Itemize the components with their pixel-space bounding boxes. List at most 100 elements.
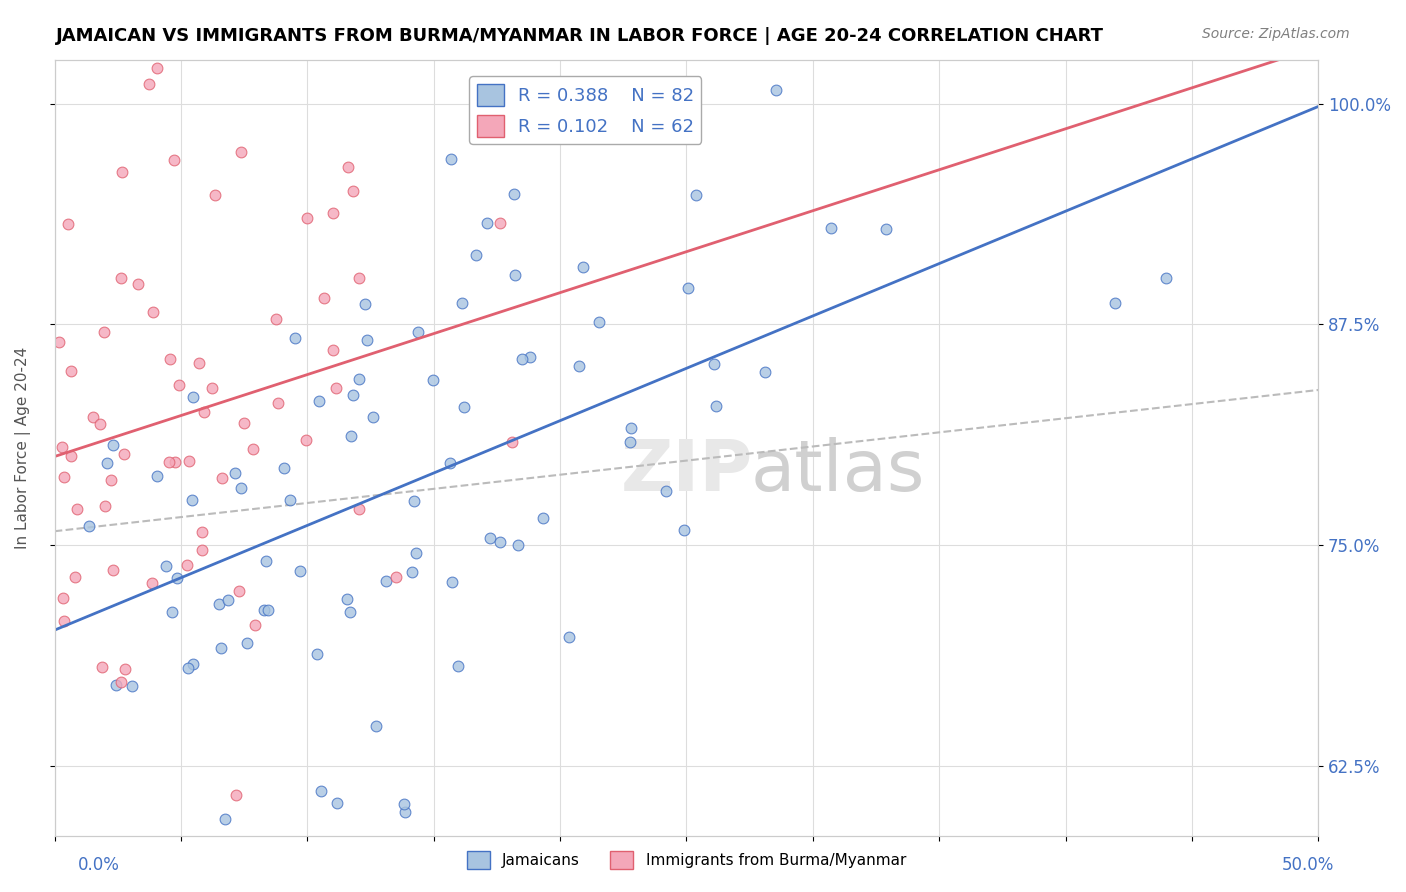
Point [267, 396, 290, 410]
Point [676, 281, 699, 295]
Point [191, 543, 214, 558]
Point [155, 559, 177, 574]
Point [408, 325, 430, 339]
Point [875, 222, 897, 236]
Point [475, 216, 498, 230]
Point [392, 797, 415, 812]
Point [374, 574, 396, 588]
Y-axis label: In Labor Force | Age 20-24: In Labor Force | Age 20-24 [15, 347, 31, 549]
Point [384, 570, 406, 584]
Point [401, 565, 423, 579]
Point [167, 377, 190, 392]
Point [347, 372, 370, 386]
Point [1156, 270, 1178, 285]
Point [201, 381, 224, 395]
Point [453, 400, 475, 414]
Point [209, 641, 232, 656]
Point [501, 435, 523, 450]
Point [336, 591, 359, 606]
Point [314, 291, 336, 305]
Point [94, 499, 117, 513]
Text: JAMAICAN VS IMMIGRANTS FROM BURMA/MYANMAR IN LABOR FORCE | AGE 20-24 CORRELATION: JAMAICAN VS IMMIGRANTS FROM BURMA/MYANMA… [56, 27, 1104, 45]
Point [572, 260, 595, 274]
Point [257, 603, 280, 617]
Point [620, 421, 643, 435]
Point [82, 410, 104, 425]
Point [138, 78, 160, 92]
Legend: R = 0.388    N = 82, R = 0.102    N = 62: R = 0.388 N = 82, R = 0.102 N = 62 [470, 77, 702, 144]
Point [619, 435, 641, 450]
Point [363, 409, 385, 424]
Point [229, 145, 252, 160]
Point [354, 297, 377, 311]
Point [489, 216, 512, 230]
Point [59, 449, 82, 463]
Point [59, 364, 82, 378]
Point [165, 455, 187, 469]
Point [284, 331, 307, 345]
Point [65, 570, 87, 584]
Text: ZIP: ZIP [620, 437, 752, 506]
Point [101, 438, 124, 452]
Point [558, 631, 581, 645]
Point [311, 784, 333, 798]
Point [193, 405, 215, 419]
Point [242, 442, 264, 456]
Point [103, 563, 125, 577]
Point [325, 381, 347, 395]
Point [568, 359, 591, 373]
Point [308, 393, 330, 408]
Point [89, 417, 111, 432]
Point [112, 446, 135, 460]
Point [243, 618, 266, 632]
Text: Source: ZipAtlas.com: Source: ZipAtlas.com [1202, 27, 1350, 41]
Point [451, 296, 474, 310]
Point [356, 333, 378, 347]
Point [53, 614, 76, 628]
Point [214, 813, 236, 827]
Point [160, 605, 183, 619]
Point [127, 277, 149, 291]
Point [394, 805, 416, 819]
Point [422, 373, 444, 387]
Text: 50.0%: 50.0% [1281, 855, 1334, 873]
Point [163, 153, 186, 168]
Point [278, 493, 301, 508]
Point [326, 796, 349, 810]
Point [146, 469, 169, 483]
Point [166, 571, 188, 585]
Point [754, 365, 776, 379]
Point [339, 606, 361, 620]
Point [142, 305, 165, 319]
Point [655, 483, 678, 498]
Point [141, 576, 163, 591]
Point [114, 662, 136, 676]
Point [447, 658, 470, 673]
Point [253, 603, 276, 617]
Point [464, 248, 486, 262]
Point [145, 62, 167, 76]
Point [111, 165, 134, 179]
Point [349, 270, 371, 285]
Point [159, 351, 181, 366]
Point [503, 187, 526, 202]
Point [685, 188, 707, 202]
Point [217, 593, 239, 607]
Point [295, 433, 318, 447]
Point [441, 574, 464, 589]
Point [531, 511, 554, 525]
Point [254, 554, 277, 568]
Point [273, 461, 295, 475]
Point [110, 674, 132, 689]
Point [288, 564, 311, 578]
Point [96, 456, 118, 470]
Point [177, 454, 200, 468]
Point [765, 83, 787, 97]
Point [66, 502, 89, 516]
Point [90, 660, 112, 674]
Point [79, 519, 101, 533]
Point [342, 388, 364, 402]
Point [204, 188, 226, 202]
Point [478, 531, 501, 545]
Point [305, 648, 328, 662]
